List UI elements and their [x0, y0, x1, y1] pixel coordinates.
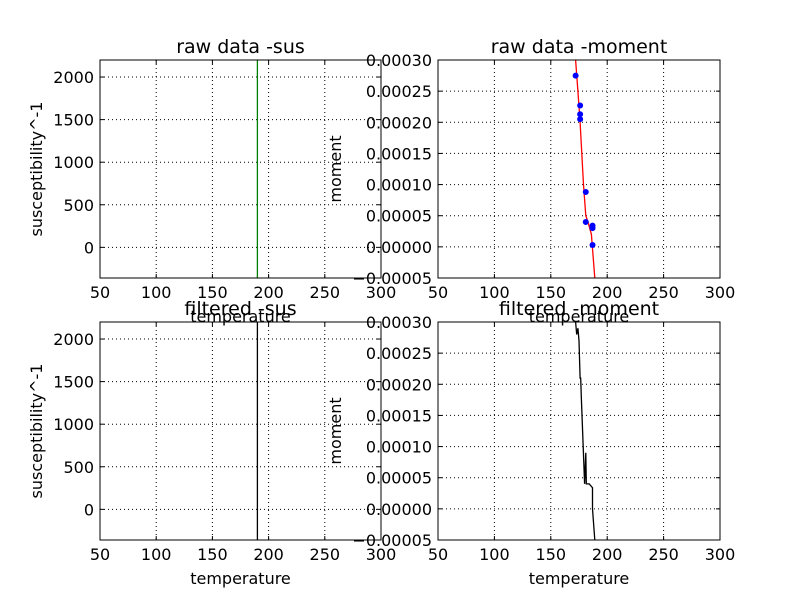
- axes-frame: [99, 59, 382, 279]
- subplot-title: filtered -sus: [184, 298, 296, 320]
- subplot-title: raw data -sus: [176, 36, 305, 58]
- data-point: [577, 116, 584, 123]
- x-tick-label: 100: [141, 545, 172, 564]
- y-tick-label: 1000: [53, 415, 94, 434]
- axes-frame: [437, 321, 721, 541]
- x-tick-label: 50: [428, 545, 448, 564]
- series-line-1: [574, 60, 596, 278]
- x-tick-label: 150: [197, 545, 228, 564]
- y-axis-label: moment: [326, 397, 345, 464]
- subplot-3: 50 100 150 200 250 300 0 500 1000 1500 2000 filtere…: [27, 298, 396, 588]
- y-axis-label: moment: [326, 135, 345, 202]
- y-axis-label: susceptibility^-1: [27, 102, 46, 237]
- data-point: [589, 225, 596, 232]
- data-point: [582, 218, 589, 225]
- y-tick-label: 0.00030: [366, 313, 432, 332]
- x-tick-label: 300: [366, 283, 397, 302]
- axes-frame: [437, 59, 721, 279]
- x-tick-label: 300: [705, 283, 736, 302]
- y-tick-label: 1500: [53, 373, 94, 392]
- data-point: [572, 72, 579, 79]
- x-tick-label: 150: [197, 283, 228, 302]
- x-tick-label: 50: [90, 283, 110, 302]
- x-tick-label: 250: [648, 283, 679, 302]
- y-tick-label: 0.00025: [366, 82, 432, 101]
- x-tick-label: 200: [253, 283, 284, 302]
- y-tick-label: 0.00030: [366, 51, 432, 70]
- x-tick-label: 250: [310, 283, 341, 302]
- y-tick-label: 500: [63, 196, 94, 215]
- y-tick-label: 500: [63, 458, 94, 477]
- y-tick-label: 1500: [53, 111, 94, 130]
- y-tick-label: −0.00005: [352, 269, 432, 288]
- y-tick-label: 0.00015: [366, 406, 432, 425]
- x-axis-label: temperature: [529, 307, 630, 326]
- x-tick-label: 50: [428, 283, 448, 302]
- x-tick-label: 250: [310, 545, 341, 564]
- y-tick-label: 0.00000: [366, 500, 432, 519]
- y-tick-label: 0: [84, 238, 94, 257]
- x-tick-label: 100: [141, 283, 172, 302]
- subplot-4: 50 100 150 200 250 300−0.000050.000000.000050…: [326, 298, 735, 588]
- series-line-1: [574, 322, 596, 540]
- y-tick-label: 1000: [53, 153, 94, 172]
- x-tick-label: 100: [479, 545, 510, 564]
- y-tick-label: 0.00005: [366, 469, 432, 488]
- subplot-title: filtered -moment: [499, 298, 659, 320]
- y-tick-label: 0.00000: [366, 238, 432, 257]
- y-tick-label: 0.00010: [366, 438, 432, 457]
- x-axis-label: temperature: [190, 307, 291, 326]
- x-tick-label: 150: [536, 545, 567, 564]
- y-axis-label: susceptibility^-1: [27, 364, 46, 499]
- x-tick-label: 300: [366, 545, 397, 564]
- y-tick-label: 2000: [53, 330, 94, 349]
- y-tick-label: −0.00005: [352, 531, 432, 550]
- x-tick-label: 150: [536, 283, 567, 302]
- subplot-title: raw data -moment: [491, 36, 668, 58]
- y-tick-label: 0.00015: [366, 144, 432, 163]
- subplot-2: 50 100 150 200 250 300−0.000050.000000.000050…: [326, 36, 735, 326]
- x-axis-label: temperature: [190, 569, 291, 588]
- axes-frame: [99, 321, 382, 541]
- y-tick-label: 0.00020: [366, 375, 432, 394]
- x-tick-label: 50: [90, 545, 110, 564]
- x-tick-label: 300: [705, 545, 736, 564]
- data-point: [577, 111, 584, 118]
- x-tick-label: 200: [592, 545, 623, 564]
- x-tick-label: 100: [479, 283, 510, 302]
- data-point: [582, 189, 589, 196]
- x-tick-label: 200: [253, 545, 284, 564]
- y-tick-label: 0.00025: [366, 344, 432, 363]
- data-point: [589, 241, 596, 248]
- y-tick-label: 0.00010: [366, 176, 432, 195]
- y-tick-label: 0.00020: [366, 113, 432, 132]
- y-tick-label: 0: [84, 500, 94, 519]
- data-point: [577, 102, 584, 109]
- x-tick-label: 250: [648, 545, 679, 564]
- x-tick-label: 200: [592, 283, 623, 302]
- x-axis-label: temperature: [529, 569, 630, 588]
- y-tick-label: 2000: [53, 68, 94, 87]
- y-tick-label: 0.00005: [366, 207, 432, 226]
- subplot-1: 50 100 150 200 250 300 0 500 1000 1500 2000 raw dat…: [27, 36, 396, 326]
